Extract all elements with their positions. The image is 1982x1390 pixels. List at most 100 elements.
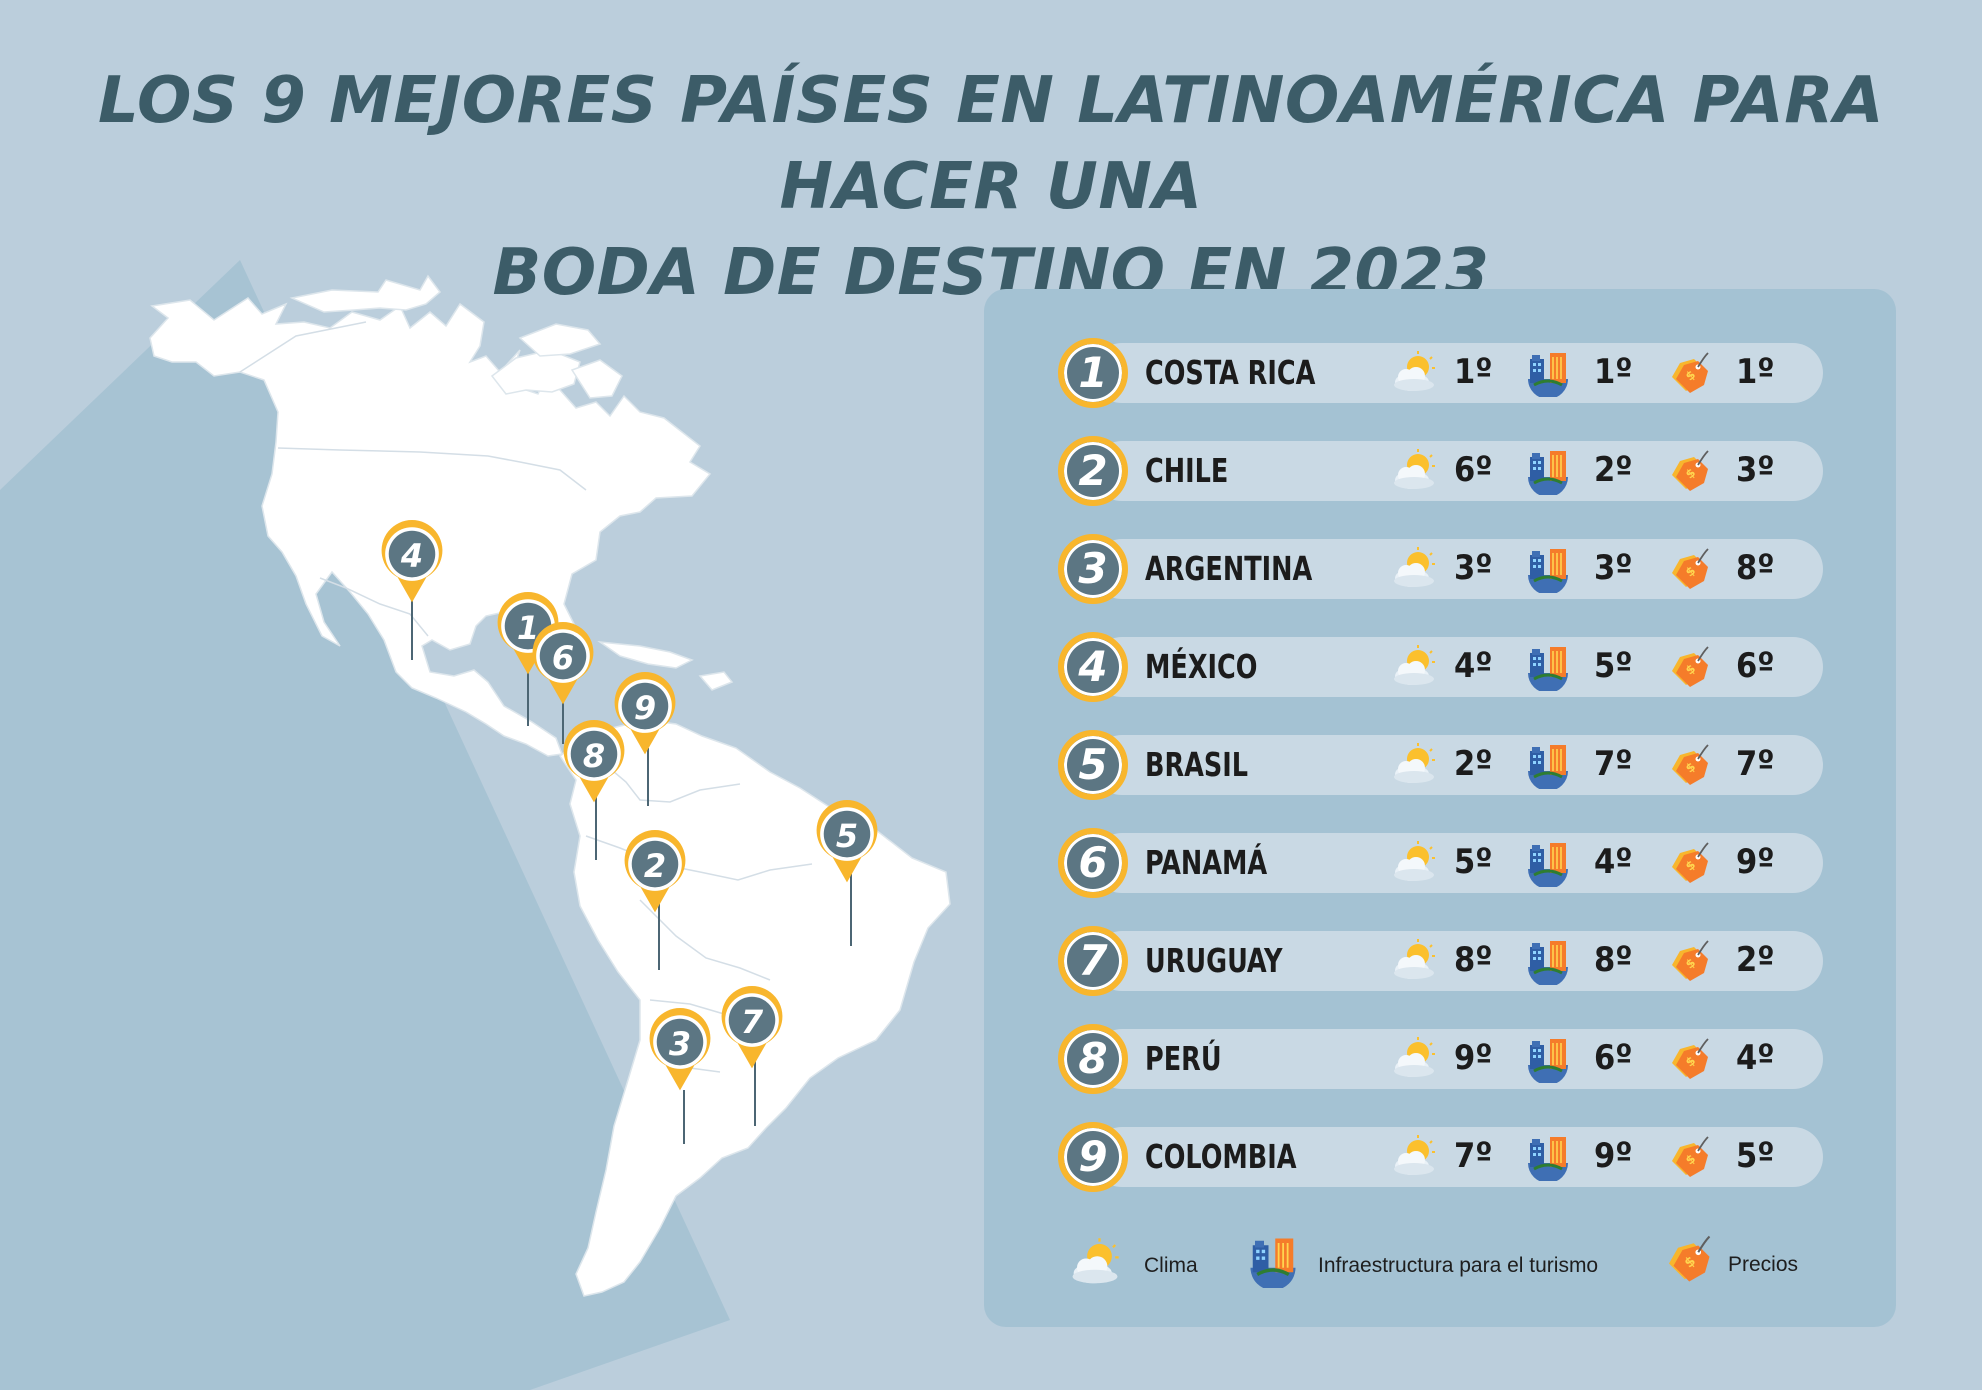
clima-rank: 6º	[1454, 450, 1493, 490]
map-pin-label: 2	[644, 847, 666, 885]
buildings-icon	[1524, 839, 1572, 887]
precios-rank: 5º	[1736, 1136, 1775, 1176]
map-pin: 9	[614, 672, 676, 755]
americas-map: 4 16 98 2 5 3 7	[149, 274, 951, 1297]
map-pin: 3	[649, 1008, 711, 1091]
clima-rank: 2º	[1454, 744, 1493, 784]
country-name: MÉXICO	[1145, 647, 1258, 686]
rank-badge: 5	[1058, 730, 1128, 800]
price-tag-icon	[1664, 349, 1712, 397]
clima-rank: 7º	[1454, 1136, 1493, 1176]
sun-cloud-icon	[1390, 839, 1438, 887]
precios-rank: 3º	[1736, 450, 1775, 490]
sun-cloud-icon	[1390, 937, 1438, 985]
country-name: CHILE	[1145, 451, 1229, 490]
price-tag-icon	[1664, 839, 1712, 887]
map-pin-label: 6	[552, 639, 574, 677]
map-pin-label: 8	[583, 737, 605, 775]
country-name: URUGUAY	[1145, 941, 1283, 980]
precios-rank: 4º	[1736, 1038, 1775, 1078]
map-pin: 4	[381, 520, 443, 603]
infraestructura-rank: 5º	[1594, 646, 1633, 686]
map-pin: 8	[563, 720, 625, 803]
map-pin-label: 3	[669, 1025, 691, 1063]
country-name: PANAMÁ	[1145, 843, 1268, 882]
price-tag-icon	[1664, 937, 1712, 985]
country-name: COLOMBIA	[1145, 1137, 1297, 1176]
buildings-icon	[1524, 545, 1572, 593]
ranking-row: 1 COSTA RICA 1º 1º 1º	[1058, 338, 1823, 408]
buildings-icon	[1246, 1234, 1300, 1288]
long-shadow	[0, 260, 730, 1390]
precios-rank: 6º	[1736, 646, 1775, 686]
ranking-row: 4 MÉXICO 4º 5º 6º	[1058, 632, 1823, 702]
precios-rank: 2º	[1736, 940, 1775, 980]
title-line-1: LOS 9 MEJORES PAÍSES EN LATINOAMÉRICA PA…	[97, 64, 1885, 224]
price-tag-icon	[1664, 1035, 1712, 1083]
ranking-row: 3 ARGENTINA 3º 3º 8º	[1058, 534, 1823, 604]
buildings-icon	[1524, 741, 1572, 789]
infraestructura-rank: 6º	[1594, 1038, 1633, 1078]
buildings-icon	[1524, 643, 1572, 691]
legend-label-infraestructura: Infraestructura para el turismo	[1318, 1254, 1599, 1277]
country-name: BRASIL	[1145, 745, 1249, 784]
legend-label-clima: Clima	[1144, 1254, 1198, 1277]
map-pins: 4 16 98 2 5 3 7	[381, 520, 878, 1091]
sun-cloud-icon	[1390, 349, 1438, 397]
precios-rank: 1º	[1736, 352, 1775, 392]
price-tag-icon	[1664, 447, 1712, 495]
infraestructura-rank: 3º	[1594, 548, 1633, 588]
buildings-icon	[1524, 447, 1572, 495]
map-pin: 5	[816, 800, 878, 883]
map-pin-label: 4	[400, 537, 423, 575]
buildings-icon	[1524, 1035, 1572, 1083]
buildings-icon	[1524, 1133, 1572, 1181]
country-name: COSTA RICA	[1145, 353, 1316, 392]
map-pin: 7	[721, 986, 783, 1069]
precios-rank: 9º	[1736, 842, 1775, 882]
ranking-row: 8 PERÚ 9º 6º 4º	[1058, 1024, 1823, 1094]
sun-cloud-icon	[1068, 1236, 1122, 1290]
clima-rank: 4º	[1454, 646, 1493, 686]
infraestructura-rank: 1º	[1594, 352, 1633, 392]
ranking-row: 7 URUGUAY 8º 8º 2º	[1058, 926, 1823, 996]
map-pin-label: 1	[517, 609, 539, 647]
sun-cloud-icon	[1390, 643, 1438, 691]
sun-cloud-icon	[1390, 741, 1438, 789]
price-tag-icon	[1664, 643, 1712, 691]
clima-rank: 5º	[1454, 842, 1493, 882]
clima-rank: 3º	[1454, 548, 1493, 588]
legend-label-precios: Precios	[1728, 1253, 1799, 1276]
infraestructura-rank: 2º	[1594, 450, 1633, 490]
rank-badge: 1	[1058, 338, 1128, 408]
buildings-icon	[1524, 349, 1572, 397]
map-pin: 2	[624, 830, 686, 913]
clima-rank: 9º	[1454, 1038, 1493, 1078]
price-tag-icon	[1664, 545, 1712, 593]
map-pin: 6	[532, 622, 594, 705]
clima-rank: 8º	[1454, 940, 1493, 980]
ranking-row: 6 PANAMÁ 5º 4º 9º	[1058, 828, 1823, 898]
rank-badge: 4	[1058, 632, 1128, 702]
rank-badge: 9	[1058, 1122, 1128, 1192]
buildings-icon	[1524, 937, 1572, 985]
rank-badge: 8	[1058, 1024, 1128, 1094]
sun-cloud-icon	[1390, 1035, 1438, 1083]
infraestructura-rank: 7º	[1594, 744, 1633, 784]
ranking-row: 2 CHILE 6º 2º 3º	[1058, 436, 1823, 506]
sun-cloud-icon	[1390, 447, 1438, 495]
sun-cloud-icon	[1390, 1133, 1438, 1181]
sun-cloud-icon	[1390, 545, 1438, 593]
price-tag-icon	[1664, 1133, 1712, 1181]
precios-rank: 8º	[1736, 548, 1775, 588]
country-name: PERÚ	[1145, 1039, 1222, 1078]
price-tag-icon	[1664, 741, 1712, 789]
map-pin-label: 5	[836, 817, 858, 855]
rank-badge: 2	[1058, 436, 1128, 506]
map-pin-label: 9	[634, 689, 656, 727]
map-pin-label: 7	[741, 1003, 764, 1041]
ranking-row: 9 COLOMBIA 7º 9º 5º	[1058, 1122, 1823, 1192]
rank-badge: 7	[1058, 926, 1128, 996]
precios-rank: 7º	[1736, 744, 1775, 784]
infraestructura-rank: 8º	[1594, 940, 1633, 980]
